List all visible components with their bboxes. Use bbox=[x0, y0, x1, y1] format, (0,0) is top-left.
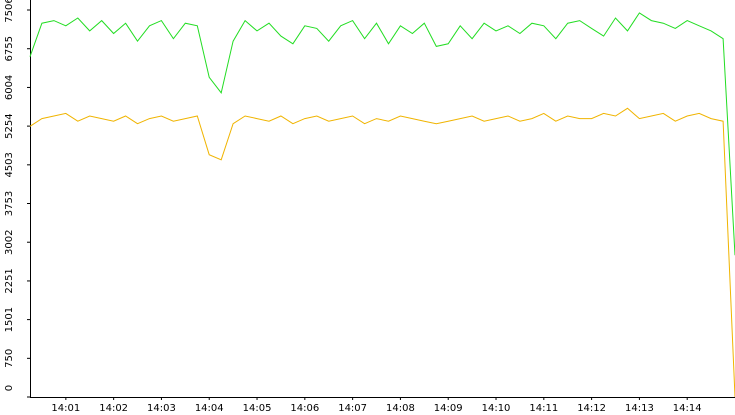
y-tick-label: 3002 bbox=[4, 229, 15, 254]
x-tick-label: 14:02 bbox=[99, 403, 128, 414]
x-tick-label: 14:05 bbox=[243, 403, 272, 414]
x-tick-label: 14:11 bbox=[529, 403, 558, 414]
x-tick-label: 14:03 bbox=[147, 403, 176, 414]
series-line bbox=[29, 107, 735, 398]
x-tick-label: 14:08 bbox=[386, 403, 415, 414]
y-tick-label: 0 bbox=[4, 385, 15, 391]
y-tick-label: 6755 bbox=[4, 36, 15, 61]
x-tick-label: 14:10 bbox=[482, 403, 511, 414]
x-tick-label: 14:13 bbox=[625, 403, 654, 414]
y-tick-label: 2251 bbox=[4, 268, 15, 293]
x-tick-label: 14:06 bbox=[290, 403, 319, 414]
series-line bbox=[29, 12, 735, 256]
y-tick-label: 7506 bbox=[4, 0, 15, 23]
x-tick-label: 14:12 bbox=[577, 403, 606, 414]
y-tick-label: 6004 bbox=[4, 75, 15, 100]
x-tick-label: 14:04 bbox=[195, 403, 224, 414]
x-tick-label: 14:09 bbox=[434, 403, 463, 414]
y-tick-label: 5254 bbox=[4, 113, 15, 138]
x-tick-label: 14:14 bbox=[673, 403, 702, 414]
y-tick-label: 3753 bbox=[4, 191, 15, 216]
y-tick-label: 1501 bbox=[4, 307, 15, 332]
x-tick-label: 14:01 bbox=[51, 403, 80, 414]
y-tick-label: 4503 bbox=[4, 152, 15, 177]
y-tick-label: 750 bbox=[4, 349, 15, 368]
x-tick-label: 14:07 bbox=[338, 403, 367, 414]
